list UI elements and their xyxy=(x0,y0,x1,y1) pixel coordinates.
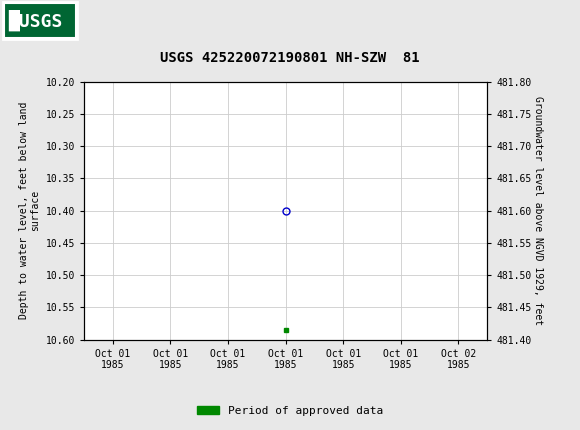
Text: USGS 425220072190801 NH-SZW  81: USGS 425220072190801 NH-SZW 81 xyxy=(160,50,420,64)
Legend: Period of approved data: Period of approved data xyxy=(193,401,387,420)
Y-axis label: Depth to water level, feet below land
surface: Depth to water level, feet below land su… xyxy=(19,102,40,319)
FancyBboxPatch shape xyxy=(4,3,76,38)
Y-axis label: Groundwater level above NGVD 1929, feet: Groundwater level above NGVD 1929, feet xyxy=(532,96,542,325)
Text: █USGS: █USGS xyxy=(8,10,63,31)
